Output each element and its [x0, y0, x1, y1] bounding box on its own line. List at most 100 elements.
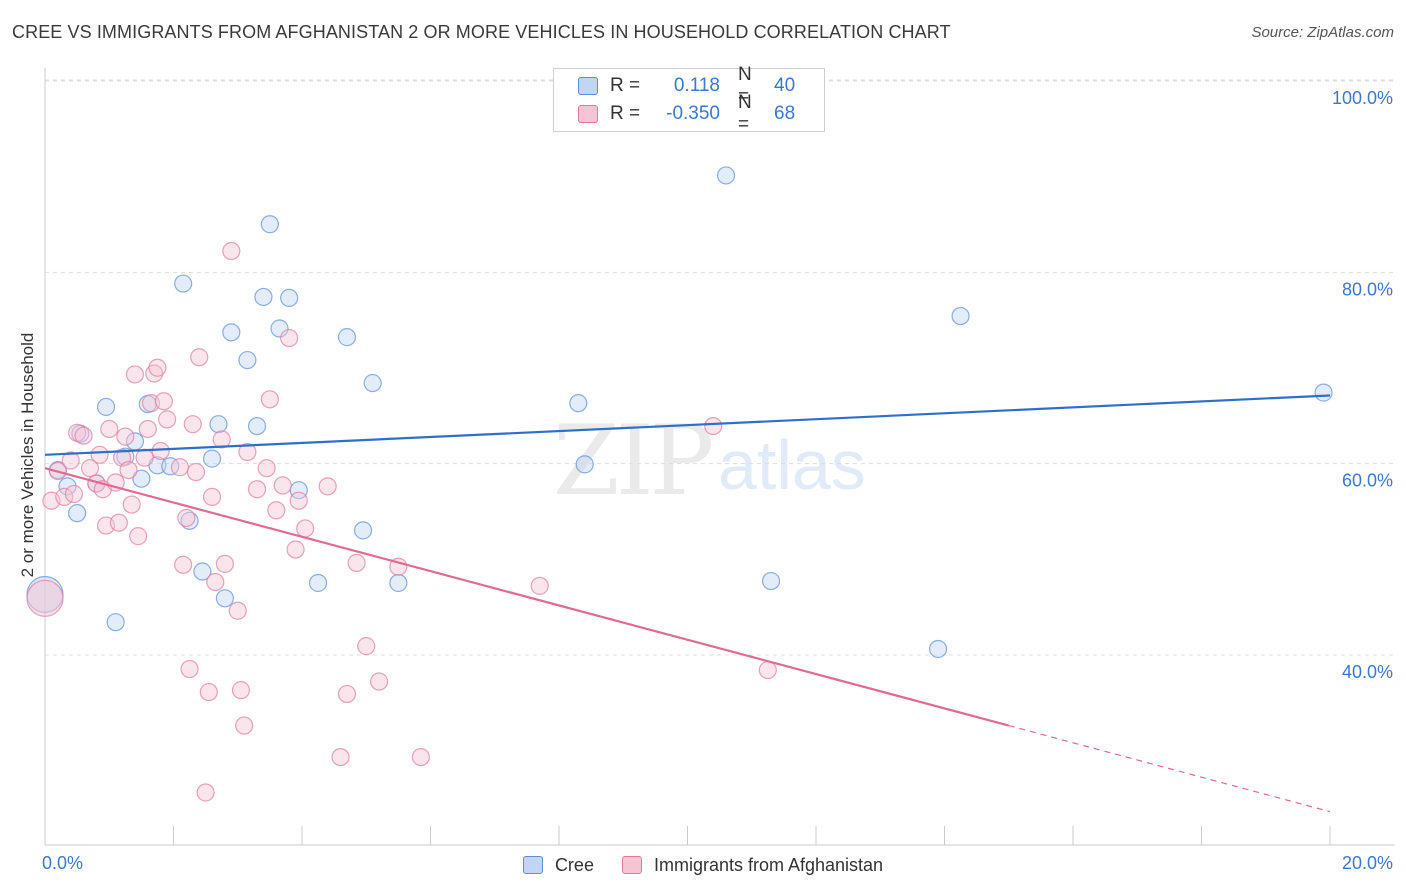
afghanistan-point [280, 328, 299, 348]
source-label: Source: ZipAtlas.com [1251, 24, 1394, 41]
cree-point [270, 319, 289, 338]
afghanistan-point [180, 659, 199, 679]
n-value: 68 [774, 103, 796, 124]
cree-point [68, 504, 87, 523]
afghanistan-point [135, 448, 154, 467]
afghanistan-point [215, 554, 234, 573]
afghanistan-point [228, 601, 247, 620]
afghanistan-point [530, 576, 549, 595]
afghanistan-point [347, 553, 366, 572]
afghanistan-point [183, 415, 202, 434]
cree-point [222, 323, 241, 342]
cree-point [238, 350, 257, 370]
cree-point [280, 288, 299, 307]
cree-point [247, 416, 267, 436]
afghanistan-point [196, 783, 215, 802]
cree-point [193, 562, 212, 581]
afghanistan-point [296, 519, 315, 538]
cree-point [209, 415, 228, 434]
cree-swatch [522, 856, 543, 874]
afghanistan-point [231, 681, 251, 700]
afghanistan-point [119, 461, 138, 480]
cree-point [569, 394, 588, 413]
r-value: -0.350 [666, 103, 720, 124]
cree-point [389, 573, 408, 593]
afghanistan-point [174, 555, 193, 574]
x-tick-label-max: 20.0% [1342, 853, 1393, 873]
cree-point [174, 274, 193, 293]
afghanistan-point [61, 451, 80, 470]
legend-item-cree[interactable]: Cree [522, 855, 594, 876]
y-tick-label: 60.0% [1342, 471, 1393, 491]
stats-legend: R = 0.118 N = 40 R = -0.350 N = 68 [553, 64, 825, 135]
afghanistan-point [370, 672, 389, 691]
afghanistan-trend-line [44, 467, 1010, 727]
afghanistan-point [74, 426, 93, 445]
cree-trend-line [44, 394, 1331, 456]
afghanistan-point [289, 491, 308, 510]
cree-point [761, 571, 781, 591]
afghanistan-point [199, 682, 218, 702]
afghanistan-point [177, 508, 196, 528]
stats-row-afghanistan: R = -0.350 N = 68 [578, 92, 814, 135]
y-tick-label: 80.0% [1342, 279, 1393, 299]
afghanistan-point [235, 716, 254, 735]
y-axis-label: 2 or more Vehicles in Household [18, 332, 37, 578]
cree-point [96, 397, 116, 417]
cree-point [106, 613, 125, 632]
cree-point [180, 511, 199, 530]
y-tick-label: 40.0% [1342, 662, 1393, 682]
cree-point [716, 166, 736, 185]
afghanistan-point [125, 365, 145, 384]
cree-point [951, 306, 970, 326]
cree-point [202, 449, 222, 468]
afghanistan-point [238, 442, 257, 462]
series-legend: Cree Immigrants from Afghanistan [0, 852, 1406, 878]
afghanistan-point [129, 527, 148, 546]
cree-point [337, 328, 357, 347]
watermark-zip: ZIP [553, 405, 714, 517]
afghanistan-point [704, 416, 723, 436]
cree-point [1314, 383, 1333, 402]
y-tick-label: 100.0% [1332, 88, 1393, 108]
afghanistan-point [186, 462, 206, 482]
afghanistan-point [138, 419, 157, 439]
afghanistan-point [260, 390, 279, 409]
cree-point [132, 469, 151, 488]
cree-point [161, 457, 180, 476]
n-label: N = [738, 92, 752, 135]
afghanistan-point [337, 684, 357, 704]
afghanistan-point [247, 480, 267, 499]
cree-point [575, 455, 594, 474]
afghanistan-point [357, 637, 376, 656]
afghanistan-point [90, 445, 109, 464]
afghanistan-point [170, 458, 190, 477]
n-label: N = [738, 64, 752, 107]
cree-point [928, 639, 948, 659]
afghanistan-point [151, 441, 170, 461]
afghanistan-point [202, 487, 222, 506]
watermark-atlas: atlas [718, 426, 866, 504]
cree-point [308, 573, 328, 593]
afghanistan-point [116, 427, 135, 446]
cree-point [260, 215, 279, 234]
afghanistan-point [411, 747, 430, 767]
afghanistan-point [64, 484, 84, 504]
cree-point [363, 373, 382, 393]
afghanistan-trend-extension [1008, 724, 1331, 813]
afghanistan-point [80, 459, 100, 478]
afghanistan-point [100, 419, 119, 439]
afghanistan-point [273, 476, 292, 495]
r-label: R = [610, 75, 641, 96]
afghanistan-point [257, 459, 276, 478]
afghanistan-point [122, 495, 141, 514]
afghanistan-point [286, 540, 305, 559]
legend-item-afghanistan[interactable]: Immigrants from Afghanistan [621, 855, 883, 876]
cree-swatch [578, 77, 598, 95]
afghanistan-point [758, 660, 777, 680]
afghanistan-point [145, 364, 164, 383]
afghanistan-point [331, 747, 350, 767]
afghanistan-point [206, 572, 225, 592]
afghanistan-point [318, 477, 337, 496]
